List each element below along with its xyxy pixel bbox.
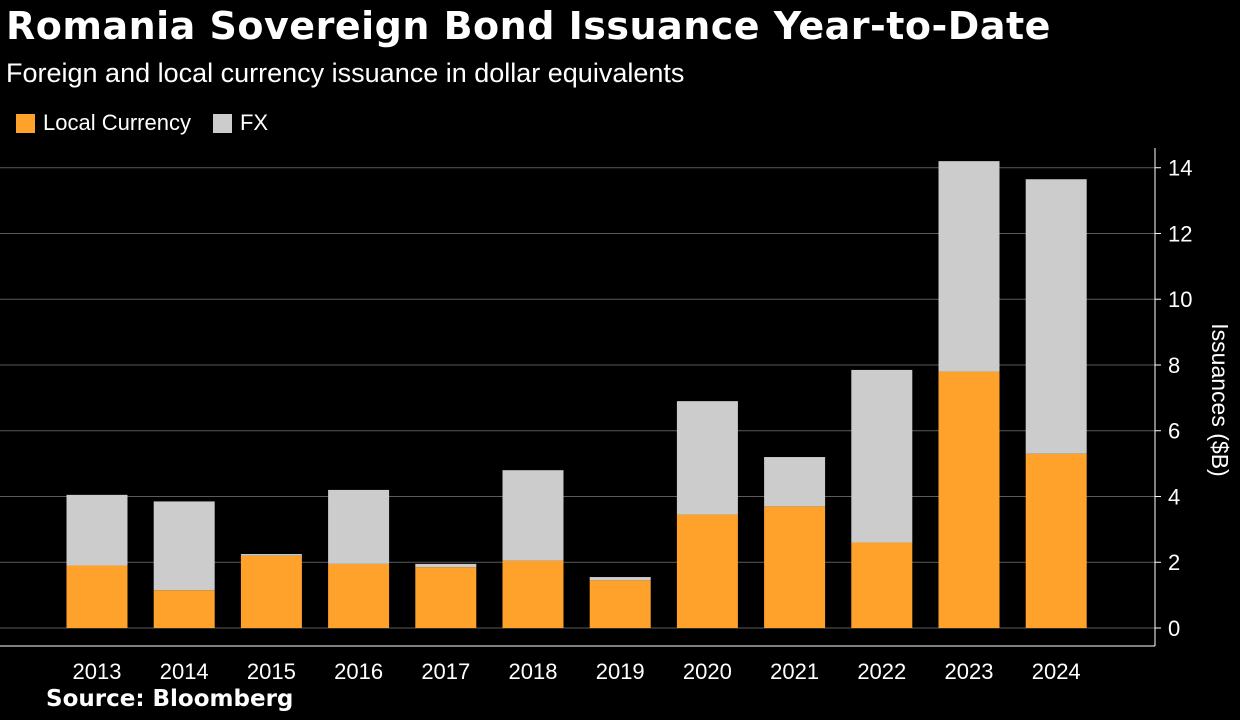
- y-tick-label: 0: [1168, 616, 1180, 641]
- x-tick-label: 2013: [73, 659, 122, 684]
- bar-fx-2017: [415, 563, 477, 568]
- legend-item-local-currency: Local Currency: [16, 110, 191, 136]
- legend-swatch-local-currency: [16, 113, 35, 133]
- bar-fx-2014: [153, 501, 215, 591]
- x-tick-label: 2024: [1032, 659, 1081, 684]
- bar-local-currency-2013: [66, 565, 128, 628]
- x-tick-label: 2014: [160, 659, 209, 684]
- legend-item-fx: FX: [212, 110, 269, 136]
- x-tick-label: 2021: [770, 659, 819, 684]
- y-axis-label: Issuances ($B): [1207, 323, 1233, 476]
- legend-label-local-currency: Local Currency: [43, 110, 191, 135]
- bar-fx-2015: [240, 554, 302, 556]
- y-tick-label: 4: [1168, 484, 1180, 509]
- chart-subtitle: Foreign and local currency issuance in d…: [6, 58, 685, 88]
- legend: Local Currency FX: [16, 110, 290, 136]
- bar-fx-2013: [66, 494, 128, 566]
- y-tick-label: 10: [1168, 287, 1192, 312]
- x-tick-label: 2016: [334, 659, 383, 684]
- bar-local-currency-2015: [240, 555, 302, 628]
- x-tick-label: 2022: [857, 659, 906, 684]
- bar-local-currency-2016: [328, 563, 390, 628]
- x-tick-label: 2019: [596, 659, 645, 684]
- y-tick-label: 8: [1168, 353, 1180, 378]
- bar-fx-2018: [502, 470, 564, 561]
- bar-fx-2024: [1025, 179, 1087, 454]
- bar-fx-2020: [676, 401, 738, 515]
- y-tick-label: 12: [1168, 221, 1192, 246]
- x-tick-label: 2018: [509, 659, 558, 684]
- bar-local-currency-2019: [589, 580, 651, 628]
- source-note: Source: Bloomberg: [46, 686, 294, 712]
- y-tick-label: 6: [1168, 419, 1180, 444]
- x-tick-label: 2015: [247, 659, 296, 684]
- y-tick-label: 2: [1168, 550, 1180, 575]
- y-tick-label: 14: [1168, 156, 1192, 181]
- bar-local-currency-2022: [851, 542, 913, 628]
- bar-local-currency-2014: [153, 590, 215, 628]
- bar-local-currency-2023: [938, 371, 1000, 628]
- bar-fx-2016: [328, 489, 390, 564]
- bar-fx-2022: [851, 369, 913, 543]
- bar-local-currency-2024: [1025, 453, 1087, 628]
- x-tick-label: 2017: [421, 659, 470, 684]
- bar-fx-2021: [764, 457, 826, 507]
- legend-label-fx: FX: [239, 110, 269, 135]
- bar-local-currency-2017: [415, 567, 477, 628]
- bar-fx-2023: [938, 161, 1000, 372]
- legend-swatch-fx: [212, 113, 232, 133]
- x-tick-label: 2020: [683, 659, 732, 684]
- bar-fx-2019: [589, 577, 651, 581]
- bar-local-currency-2018: [502, 560, 564, 628]
- bar-local-currency-2020: [676, 514, 738, 628]
- bar-local-currency-2021: [764, 506, 826, 628]
- x-tick-label: 2023: [945, 659, 994, 684]
- chart-title: Romania Sovereign Bond Issuance Year-to-…: [6, 4, 1051, 48]
